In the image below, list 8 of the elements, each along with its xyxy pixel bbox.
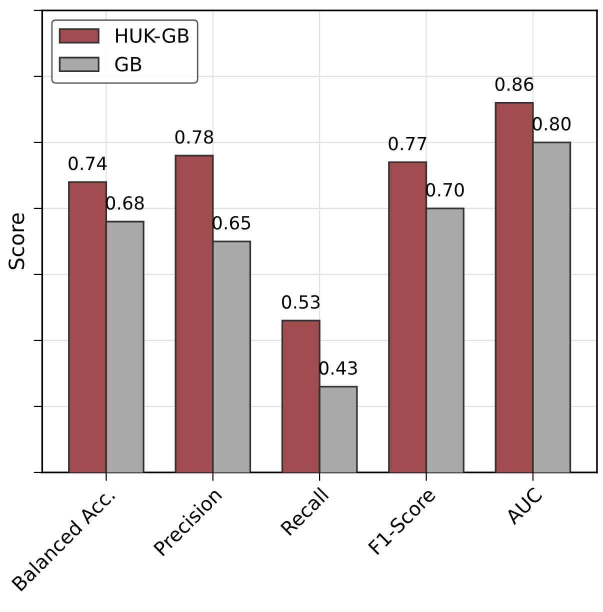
legend-label: GB [115, 56, 142, 72]
data-label: 0.77 [388, 136, 426, 150]
data-label: 0.74 [68, 156, 107, 170]
data-label: 0.86 [495, 77, 534, 91]
data-label: 0.78 [175, 130, 214, 144]
legend-label: HUK-GB [116, 28, 188, 43]
data-label: 0.53 [282, 295, 320, 309]
y-axis-title: Score [8, 213, 24, 270]
